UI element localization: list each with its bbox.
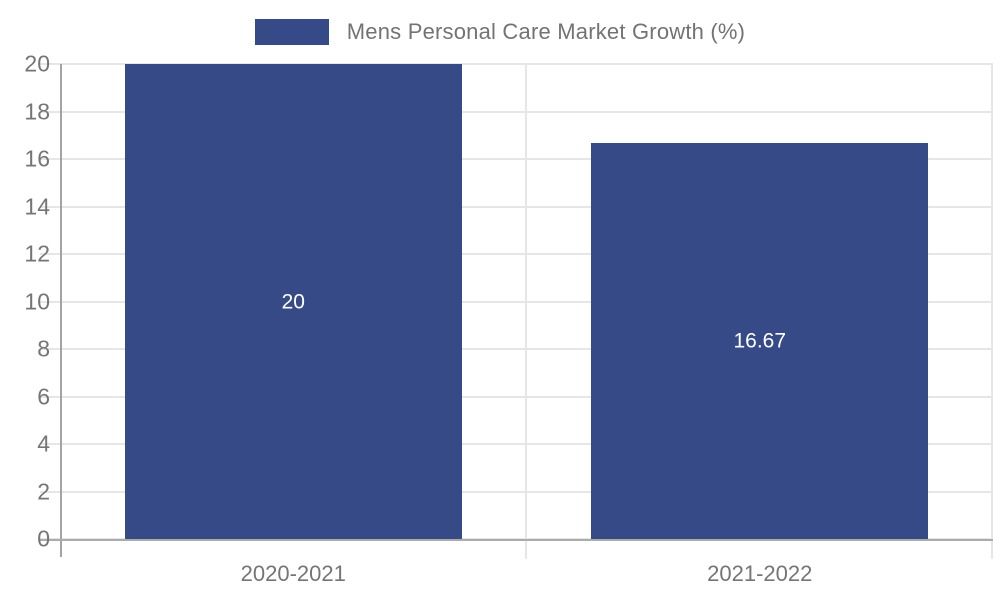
legend-swatch-icon	[254, 19, 329, 45]
y-tick-label: 20	[24, 50, 50, 77]
y-axis-line	[60, 64, 62, 557]
y-gridline	[40, 300, 993, 303]
y-tick-label: 4	[37, 430, 50, 457]
y-gridline	[40, 395, 993, 398]
y-tick-label: 10	[24, 288, 50, 314]
x-axis-line	[40, 539, 993, 541]
y-gridline	[40, 443, 993, 445]
y-tick-label: 8	[37, 335, 50, 362]
y-gridline	[40, 63, 993, 65]
x-tick-label: 2021-2022	[707, 561, 813, 586]
x-tick-label: 2020-2021	[240, 561, 346, 586]
legend-label: Mens Personal Care Market Growth (%)	[346, 19, 746, 44]
plot-area: 20 16.67	[40, 63, 993, 559]
y-gridline	[40, 110, 993, 113]
y-tick-label: 6	[37, 383, 50, 409]
y-gridline	[40, 348, 993, 350]
y-tick-label: 0	[37, 525, 50, 552]
chart-legend[interactable]: Mens Personal Care Market Growth (%)	[0, 12, 1000, 52]
y-gridline	[40, 490, 993, 493]
y-tick-label: 2	[37, 478, 50, 504]
y-gridline	[40, 158, 993, 160]
y-gridline	[40, 205, 993, 208]
y-tick-label: 18	[24, 98, 50, 124]
v-gridline	[524, 64, 527, 559]
bar[interactable]	[591, 143, 928, 539]
bar-value-label: 16.67	[733, 329, 787, 353]
y-gridline	[40, 253, 993, 255]
y-tick-label: 16	[24, 145, 50, 172]
bar-value-label: 20	[281, 290, 305, 313]
bar[interactable]	[125, 64, 462, 539]
y-tick-label: 12	[24, 240, 50, 267]
y-tick-label: 14	[24, 193, 50, 219]
v-gridline	[991, 64, 993, 559]
